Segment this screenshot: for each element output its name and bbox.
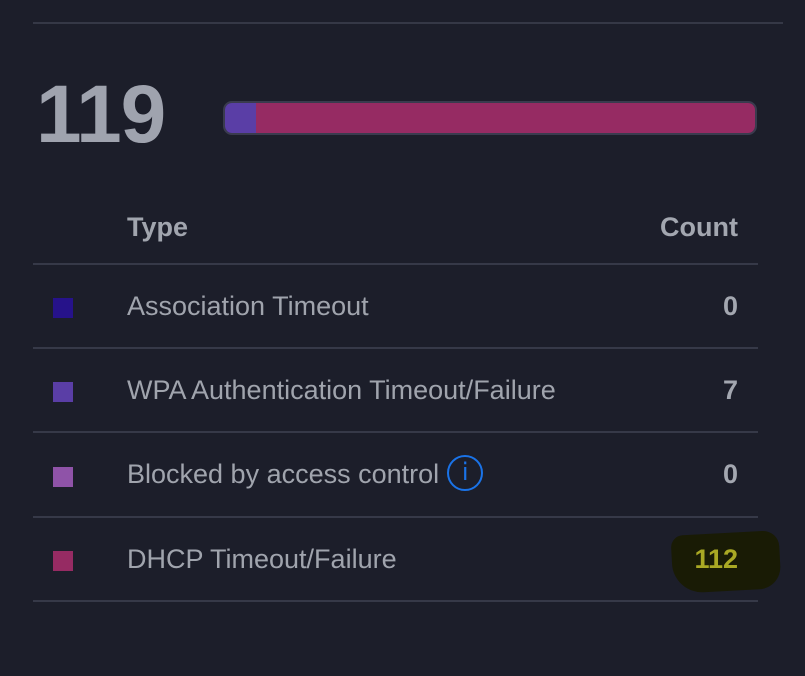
column-header-type[interactable]: Type (127, 212, 189, 242)
legend-swatch (53, 298, 73, 318)
row-label: Association Timeout (127, 291, 369, 321)
table-row: WPA Authentication Timeout/Failure 7 (33, 349, 758, 433)
top-divider (33, 22, 783, 24)
column-header-count[interactable]: Count (660, 212, 738, 242)
bar-segment-wpa-authentication[interactable] (225, 103, 257, 133)
legend-swatch (53, 382, 73, 402)
info-icon[interactable]: i (447, 454, 484, 491)
failure-type-table: Type Count Association Timeout 0 WPA Aut… (33, 196, 782, 602)
row-label: WPA Authentication Timeout/Failure (127, 375, 556, 405)
table-row: Blocked by access control i 0 (33, 433, 758, 518)
total-count: 119 (36, 69, 166, 160)
legend-swatch (53, 467, 73, 487)
row-count: 0 (722, 459, 738, 489)
table-row: Association Timeout 0 (33, 265, 758, 349)
bar-segment-dhcp-timeout[interactable] (256, 103, 755, 133)
row-label-wrapper: Blocked by access control i (127, 454, 484, 491)
row-count: 7 (722, 375, 738, 405)
table-row: DHCP Timeout/Failure 112 (33, 518, 782, 602)
table-header-row: Type Count (33, 196, 758, 265)
row-label: Blocked by access control (127, 459, 440, 489)
row-count: 0 (722, 291, 738, 321)
row-label: DHCP Timeout/Failure (127, 544, 397, 574)
row-count: 112 (694, 544, 738, 574)
distribution-bar (223, 101, 757, 135)
legend-swatch (53, 551, 73, 571)
